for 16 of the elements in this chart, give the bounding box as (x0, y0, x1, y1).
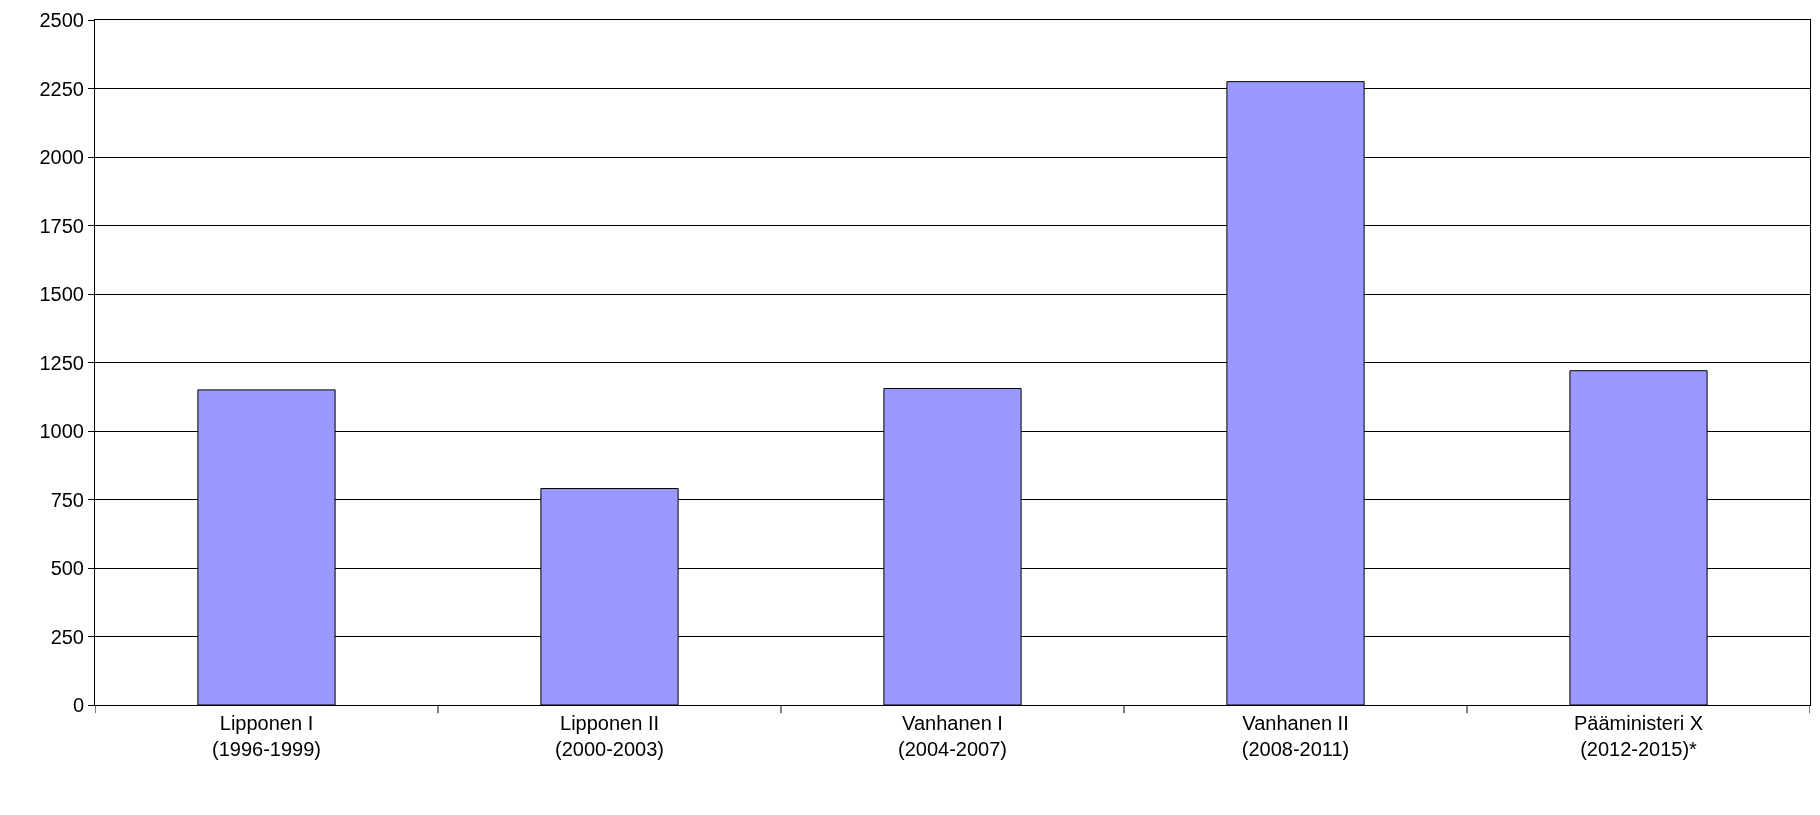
x-tick-label: Lipponen II (2000-2003) (555, 712, 664, 760)
y-tick-label: 1500 (39, 283, 84, 305)
y-tick-label: 1250 (39, 351, 84, 374)
y-tick-label: 1750 (39, 214, 84, 237)
y-tick-label: 2250 (39, 77, 84, 100)
y-tick-label: 2500 (39, 9, 84, 31)
y-tick-label: 750 (50, 488, 84, 511)
y-tick-label: 1000 (39, 420, 84, 442)
y-tick-label: 0 (72, 694, 84, 716)
x-tick-label: Pääministeri X (2012-2015)* (1574, 712, 1703, 760)
x-tick-label: Vanhanen II (2008-2011) (1241, 712, 1350, 760)
y-tick-label: 500 (50, 557, 84, 579)
x-tick-label: Vanhanen I (2004-2007) (898, 712, 1007, 760)
x-tick-label: Lipponen I (1996-1999) (212, 712, 321, 760)
y-tick-label: 2000 (39, 146, 84, 168)
y-tick-label: 250 (50, 625, 84, 648)
